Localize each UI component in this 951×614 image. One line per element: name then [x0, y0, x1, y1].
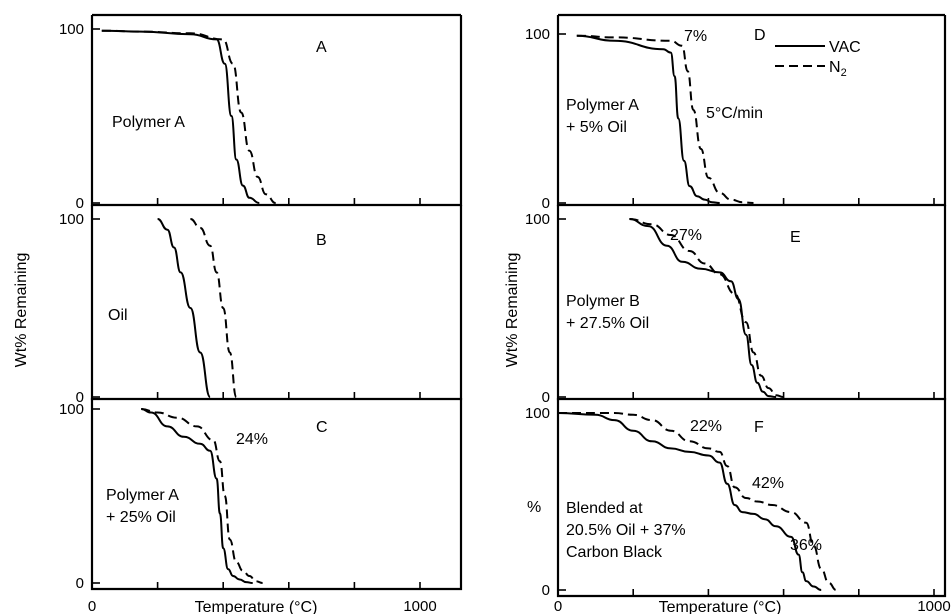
y-tick-label: 0	[76, 389, 84, 406]
series-vac-panel-c	[141, 408, 253, 584]
y-tick-label: 100	[59, 211, 84, 228]
legend-vac-label: VAC	[829, 39, 861, 56]
annotation-percent: 36%	[790, 537, 822, 554]
panel-letter: A	[316, 39, 327, 56]
sample-label: Oil	[108, 307, 128, 324]
y-tick-label: 0	[542, 582, 550, 599]
y-tick-label: 100	[525, 405, 550, 422]
sample-label: Polymer A	[106, 487, 179, 504]
y-tick-label: 0	[542, 389, 550, 406]
sample-label: + 25% Oil	[106, 509, 176, 526]
panel-b-axes	[90, 205, 463, 401]
y-tick-label: 100	[525, 211, 550, 228]
series-vac-panel-e	[629, 218, 777, 398]
panel-f: 100 0 F Blended at 20.5% Oil + 37% Carbon Bla…	[525, 398, 947, 599]
series-vac-panel-f	[557, 412, 822, 591]
panel-f-ylabel: %	[527, 499, 541, 516]
y-tick-label: 100	[59, 401, 84, 418]
panel-e: 100 0 E Polymer B + 27.5% Oil 27%	[525, 205, 947, 406]
x-axis-label-right: Temperature (°C)	[659, 599, 782, 614]
panel-letter: B	[316, 232, 327, 249]
x-tick-right-0: 0	[554, 598, 562, 614]
series-n2-panel-c	[141, 408, 263, 584]
series-n2-panel-a	[101, 29, 276, 204]
y-tick-label: 0	[76, 195, 84, 212]
x-tick-right-1000: 1000	[917, 598, 950, 614]
series-n2-panel-b	[190, 218, 238, 398]
panel-letter: D	[754, 27, 766, 44]
panel-c-axes	[90, 398, 463, 591]
annotation-percent: 24%	[236, 431, 268, 448]
annotation-percent: 27%	[670, 227, 702, 244]
panel-letter: C	[316, 419, 328, 436]
annotation-percent: 7%	[684, 28, 707, 45]
legend: VAC N2 5°C/min	[706, 39, 861, 122]
y-tick-label: 0	[76, 575, 84, 592]
panel-letter: E	[790, 229, 801, 246]
panel-b: 100 0 B Oil	[59, 205, 463, 406]
series-vac-panel-d	[576, 34, 720, 204]
panel-e-axes	[556, 205, 947, 401]
panel-f-axes	[556, 398, 947, 598]
annotation-percent: 22%	[690, 418, 722, 435]
y-axis-label-left: Wt% Remaining	[13, 253, 30, 368]
sample-label: Blended at	[566, 500, 643, 517]
panel-d-axes	[556, 15, 947, 207]
sample-label: + 27.5% Oil	[566, 315, 649, 332]
sample-label: Polymer A	[566, 97, 639, 114]
x-tick-left-1000: 1000	[403, 598, 436, 614]
y-tick-label: 100	[525, 26, 550, 43]
sample-label: Polymer B	[566, 293, 640, 310]
series-n2-panel-e	[629, 218, 784, 398]
panel-letter: F	[754, 419, 764, 436]
panel-a: 100 0 A Polymer A	[59, 13, 463, 212]
legend-n2-label: N2	[829, 59, 847, 79]
panel-c: 100 0 C Polymer A + 25% Oil 24%	[59, 398, 463, 592]
sample-label: Polymer A	[112, 114, 185, 131]
annotation-percent: 42%	[752, 475, 784, 492]
x-tick-left-0: 0	[88, 598, 96, 614]
y-tick-label: 100	[59, 21, 84, 38]
sample-label: + 5% Oil	[566, 119, 627, 136]
sample-label: 20.5% Oil + 37%	[566, 522, 686, 539]
y-axis-label-right: Wt% Remaining	[504, 253, 521, 368]
y-tick-label: 0	[542, 195, 550, 212]
panel-a-axes	[90, 15, 463, 207]
sample-label: Carbon Black	[566, 544, 663, 561]
x-axis-label-left: Temperature (°C)	[195, 599, 318, 614]
series-vac-panel-b	[157, 218, 212, 398]
series-n2-panel-f	[557, 412, 837, 591]
series-n2-panel-d	[576, 34, 754, 204]
heating-rate-label: 5°C/min	[706, 105, 763, 122]
panel-d: 100 0 D Polymer A + 5% Oil 7%	[525, 13, 947, 212]
